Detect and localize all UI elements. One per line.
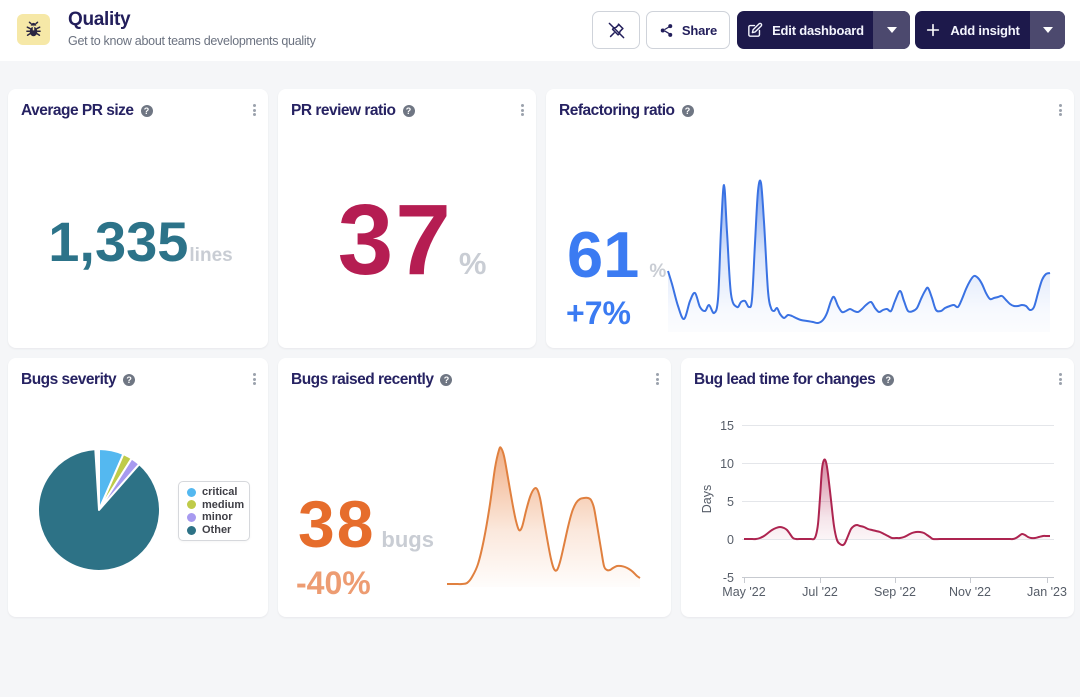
svg-text:0: 0 bbox=[727, 533, 734, 547]
svg-text:5: 5 bbox=[727, 495, 734, 509]
svg-text:Jan '23: Jan '23 bbox=[1027, 585, 1067, 599]
svg-text:Nov '22: Nov '22 bbox=[949, 585, 991, 599]
svg-text:-5: -5 bbox=[723, 571, 734, 585]
svg-text:Jul '22: Jul '22 bbox=[802, 585, 838, 599]
svg-text:Days: Days bbox=[700, 485, 714, 513]
svg-text:Sep '22: Sep '22 bbox=[874, 585, 916, 599]
svg-text:15: 15 bbox=[720, 419, 734, 433]
svg-text:May '22: May '22 bbox=[722, 585, 765, 599]
svg-text:10: 10 bbox=[720, 457, 734, 471]
